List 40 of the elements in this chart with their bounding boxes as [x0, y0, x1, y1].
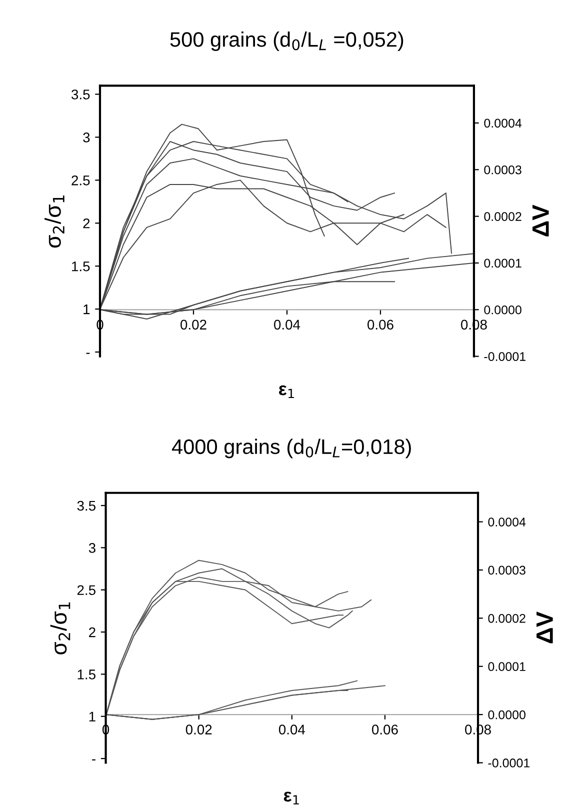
y-tick-label: -: [86, 352, 90, 354]
x-tick-label: 0.06: [367, 320, 394, 330]
y2-tick-label: 0.0003: [488, 566, 526, 575]
y-tick-label: 2.5: [72, 176, 90, 186]
chart-title: 500 grains (d$_{0}$/L$_{L}$ =0,052): [170, 32, 404, 51]
x-axis-title: ε$_{1}$: [278, 385, 294, 398]
y-tick-label: 1.5: [78, 670, 96, 680]
y2-axis-title: ΔV: [532, 204, 549, 236]
x-tick-label: 0.06: [372, 724, 398, 734]
y-axis-title: σ$_{2}$/σ$_{1}$: [50, 602, 70, 654]
y-tick-label: 1: [89, 712, 96, 722]
y-tick-label: 3: [88, 543, 96, 553]
chart-title: 4000 grains (d$_{0}$/L$_{L}$=0,018): [172, 438, 411, 458]
y2-tick-label: 0.0004: [488, 518, 526, 526]
y2-axis-title: ΔV: [536, 612, 553, 644]
y-tick-label: -: [92, 759, 96, 760]
x-axis-title: ε$_{1}$: [284, 792, 299, 804]
y2-tick-label: 0.0002: [484, 212, 522, 221]
y2-tick-label: 0.0004: [484, 118, 522, 128]
y-tick-label: 1: [84, 304, 90, 314]
y-tick-label: 2.5: [77, 585, 96, 596]
y2-tick-label: 0.0000: [484, 305, 522, 314]
y-tick-label: 2: [89, 627, 96, 638]
y-tick-label: 2: [83, 218, 90, 228]
y-tick-label: 1.5: [72, 262, 90, 272]
x-tick-label: 0.04: [274, 320, 300, 330]
y2-tick-label: 0.0000: [488, 710, 526, 720]
y2-tick-label: 0.0001: [484, 258, 522, 268]
x-tick-label: 0.02: [180, 320, 206, 330]
y-axis-title: σ$_{2}$/σ$_{1}$: [44, 196, 64, 248]
y2-tick-label: 0.0001: [488, 662, 526, 672]
y-tick-label: 3.5: [77, 500, 96, 511]
x-tick-label: 0.02: [186, 724, 212, 734]
y2-tick-label: 0.0003: [484, 165, 522, 174]
y2-tick-label: 0.0002: [488, 614, 526, 623]
y-tick-label: 3: [83, 132, 90, 142]
y2-tick-label: -0.0001: [488, 758, 530, 768]
y-tick-label: 3.5: [71, 90, 90, 100]
y2-tick-label: -0.0001: [484, 352, 526, 361]
x-tick-label: 0.04: [278, 724, 305, 734]
